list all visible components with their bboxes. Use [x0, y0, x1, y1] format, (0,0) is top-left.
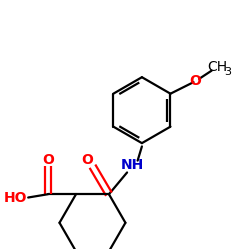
Text: O: O: [189, 74, 201, 88]
Text: NH: NH: [120, 158, 144, 172]
Text: O: O: [42, 152, 54, 166]
Text: O: O: [82, 153, 94, 167]
Text: 3: 3: [225, 67, 232, 77]
Text: CH: CH: [208, 60, 228, 74]
Text: HO: HO: [3, 190, 27, 204]
